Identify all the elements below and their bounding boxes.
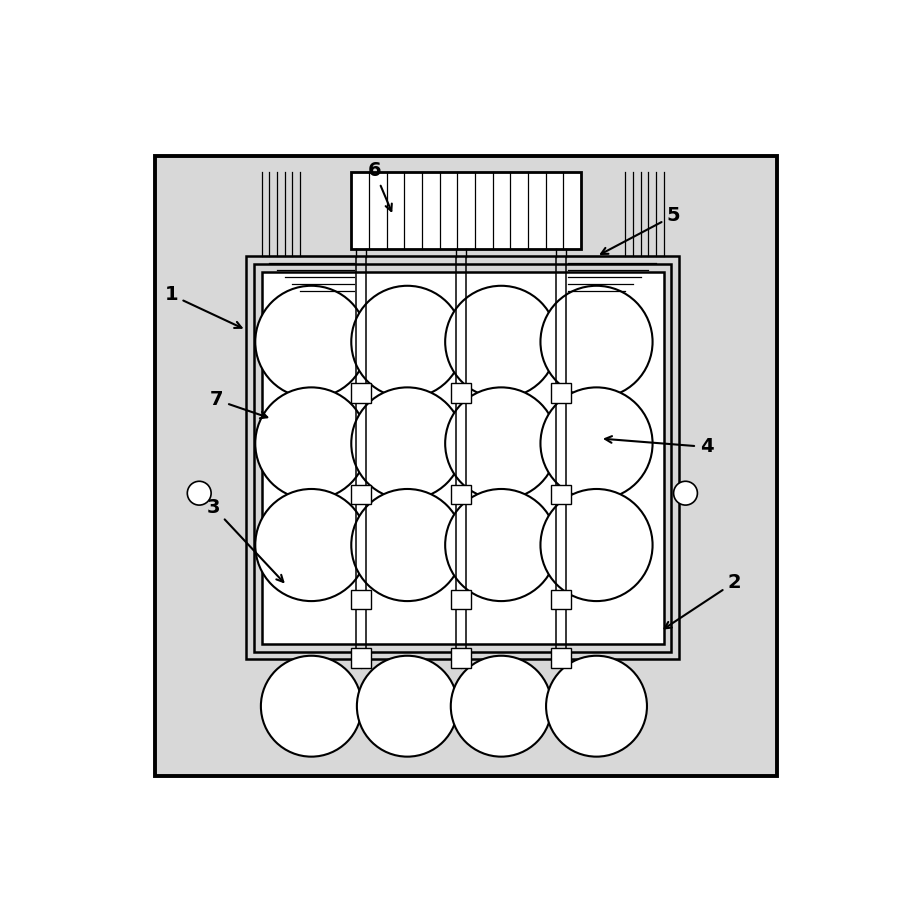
Bar xyxy=(551,383,570,403)
Circle shape xyxy=(540,286,652,398)
Text: 6: 6 xyxy=(367,161,392,211)
Bar xyxy=(261,272,664,644)
Circle shape xyxy=(445,286,558,398)
Text: 7: 7 xyxy=(210,390,267,419)
Circle shape xyxy=(445,489,558,602)
Bar xyxy=(452,383,471,403)
Circle shape xyxy=(255,286,367,398)
Bar xyxy=(452,648,471,668)
Circle shape xyxy=(255,489,367,602)
Bar xyxy=(352,485,371,504)
Circle shape xyxy=(352,286,464,398)
Circle shape xyxy=(188,481,211,505)
Circle shape xyxy=(540,388,652,500)
Circle shape xyxy=(540,489,652,602)
Bar xyxy=(352,172,581,249)
Text: 4: 4 xyxy=(605,436,713,457)
Bar xyxy=(452,485,471,504)
Bar xyxy=(352,383,371,403)
Bar xyxy=(551,590,570,610)
Text: 2: 2 xyxy=(664,572,742,629)
Circle shape xyxy=(546,656,647,756)
Bar xyxy=(551,648,570,668)
Circle shape xyxy=(357,656,458,756)
Bar xyxy=(246,257,680,659)
Text: 3: 3 xyxy=(207,498,283,582)
Bar xyxy=(254,264,671,652)
Circle shape xyxy=(352,489,464,602)
Circle shape xyxy=(445,388,558,500)
Circle shape xyxy=(451,656,552,756)
Circle shape xyxy=(352,388,464,500)
Circle shape xyxy=(255,388,367,500)
Bar xyxy=(352,648,371,668)
Circle shape xyxy=(673,481,698,505)
Text: 1: 1 xyxy=(164,286,241,328)
Circle shape xyxy=(261,656,362,756)
Bar xyxy=(352,590,371,610)
Bar xyxy=(452,590,471,610)
Bar xyxy=(551,485,570,504)
Text: 5: 5 xyxy=(601,207,681,254)
Bar xyxy=(155,157,777,776)
